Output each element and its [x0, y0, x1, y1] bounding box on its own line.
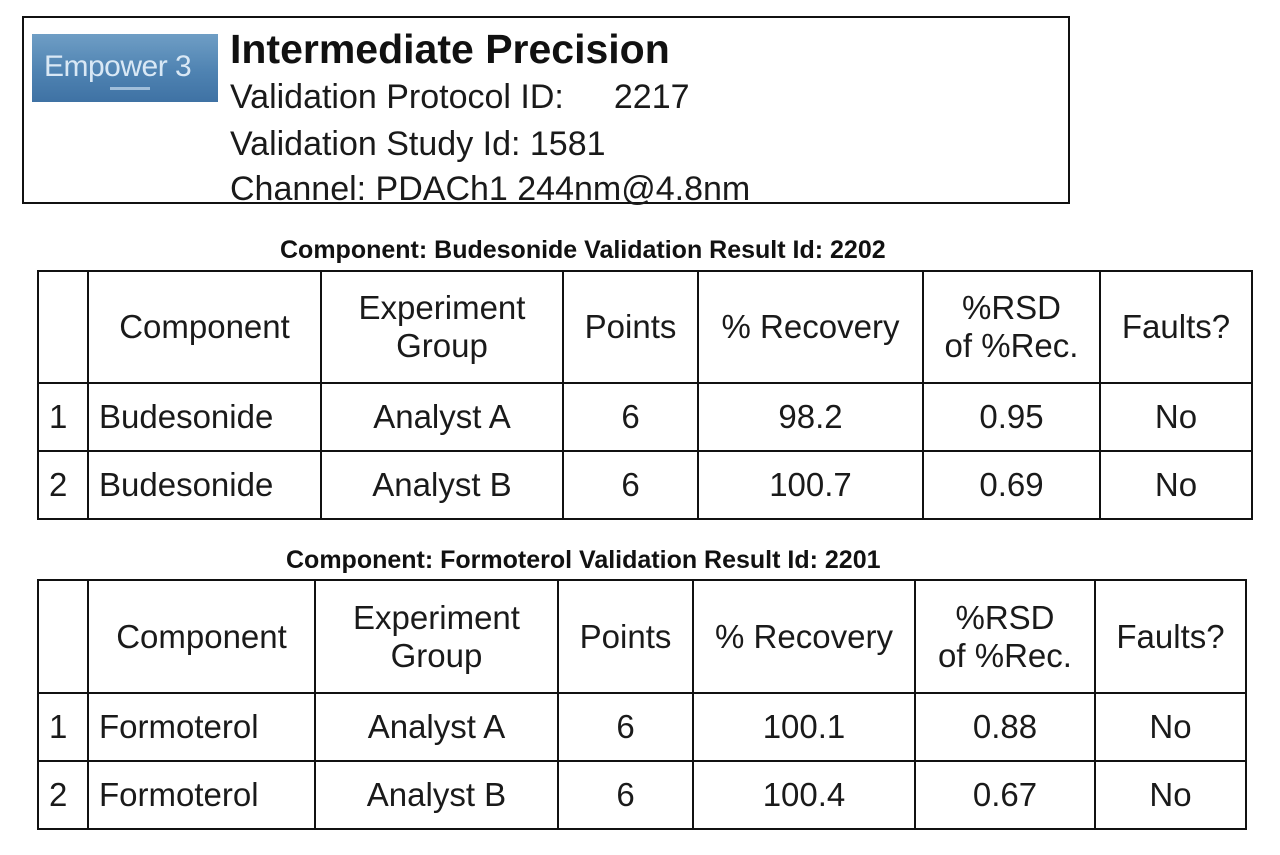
row-rsd: 0.69 [922, 450, 1101, 520]
empower-3-logo: Empower 3 [32, 34, 218, 102]
protocol-line: Validation Protocol ID: 2217 [230, 78, 690, 117]
index-header [37, 579, 89, 694]
row-group: Analyst A [320, 382, 564, 452]
row-recovery: 98.2 [697, 382, 924, 452]
row-component: Formoterol [87, 692, 316, 762]
budesonide-caption: Component: Budesonide Validation Result … [280, 236, 886, 264]
recovery-header: % Recovery [692, 579, 916, 694]
row-faults: No [1094, 692, 1247, 762]
logo-underline [110, 87, 150, 90]
row-component: Budesonide [87, 382, 322, 452]
row-index: 2 [37, 760, 89, 830]
recovery-header: % Recovery [697, 270, 924, 384]
table-header-row: Component Experiment Group Points % Recov… [37, 270, 1253, 384]
table-row: 1 Budesonide Analyst A 6 98.2 0.95 No [37, 382, 1253, 452]
component-header: Component [87, 579, 316, 694]
row-index: 1 [37, 692, 89, 762]
budesonide-results-table: Component Experiment Group Points % Recov… [37, 270, 1253, 520]
logo-text: Empower 3 [44, 50, 192, 83]
protocol-label: Validation Protocol ID: [230, 78, 564, 116]
channel-line: Channel: PDACh1 244nm@4.8nm [230, 170, 751, 208]
experiment-group-header: Experiment Group [320, 270, 564, 384]
protocol-value: 2217 [613, 78, 690, 116]
report-header: Empower 3 Intermediate Precision Validat… [22, 16, 1070, 208]
row-index: 2 [37, 450, 89, 520]
row-points: 6 [562, 382, 699, 452]
faults-header: Faults? [1099, 270, 1253, 384]
table-row: 2 Budesonide Analyst B 6 100.7 0.69 No [37, 450, 1253, 520]
study-line: Validation Study Id: 1581 [230, 125, 606, 163]
table-row: 1 Formoterol Analyst A 6 100.1 0.88 No [37, 692, 1247, 762]
formoterol-caption: Component: Formoterol Validation Result … [286, 546, 881, 574]
experiment-group-header: Experiment Group [314, 579, 559, 694]
row-index: 1 [37, 382, 89, 452]
row-recovery: 100.1 [692, 692, 916, 762]
row-component: Budesonide [87, 450, 322, 520]
row-points: 6 [557, 760, 694, 830]
row-recovery: 100.4 [692, 760, 916, 830]
report-title: Intermediate Precision [230, 26, 670, 72]
table-row: 2 Formoterol Analyst B 6 100.4 0.67 No [37, 760, 1247, 830]
component-header: Component [87, 270, 322, 384]
faults-header: Faults? [1094, 579, 1247, 694]
row-recovery: 100.7 [697, 450, 924, 520]
row-points: 6 [562, 450, 699, 520]
table-header-row: Component Experiment Group Points % Recov… [37, 579, 1247, 694]
points-header: Points [562, 270, 699, 384]
row-faults: No [1099, 450, 1253, 520]
row-faults: No [1094, 760, 1247, 830]
rsd-header: %RSD of %Rec. [922, 270, 1101, 384]
points-header: Points [557, 579, 694, 694]
row-group: Analyst B [314, 760, 559, 830]
rsd-header: %RSD of %Rec. [914, 579, 1096, 694]
row-rsd: 0.88 [914, 692, 1096, 762]
row-group: Analyst A [314, 692, 559, 762]
row-component: Formoterol [87, 760, 316, 830]
row-rsd: 0.67 [914, 760, 1096, 830]
row-faults: No [1099, 382, 1253, 452]
formoterol-results-table: Component Experiment Group Points % Recov… [37, 579, 1247, 830]
index-header [37, 270, 89, 384]
row-rsd: 0.95 [922, 382, 1101, 452]
row-points: 6 [557, 692, 694, 762]
row-group: Analyst B [320, 450, 564, 520]
